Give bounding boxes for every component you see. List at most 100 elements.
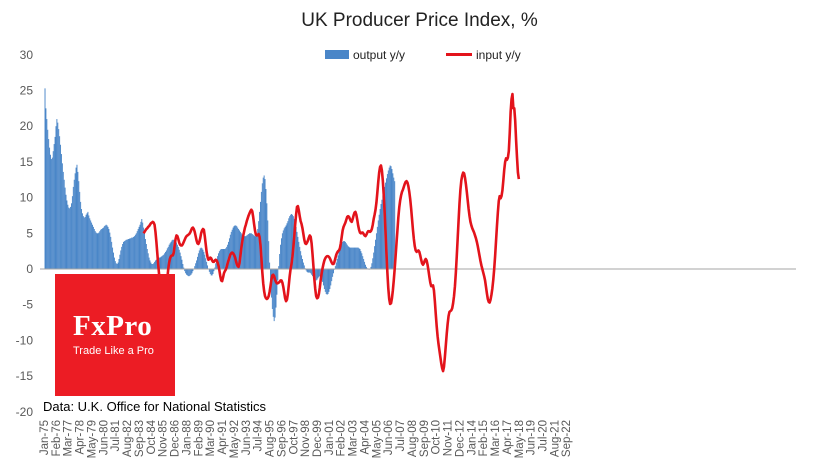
output-bar: [191, 269, 193, 274]
x-tick-label: Aug-95: [265, 420, 277, 457]
output-bar: [149, 260, 151, 269]
output-bar: [154, 261, 156, 269]
x-tick-label: May-79: [86, 420, 98, 458]
output-bar: [109, 232, 111, 269]
output-bar: [393, 177, 395, 269]
output-bar: [318, 269, 320, 277]
output-bar: [249, 233, 250, 269]
output-bar: [58, 129, 60, 269]
y-tick-label: 30: [20, 48, 34, 62]
output-bar: [391, 169, 393, 269]
y-axis: -20 -15 -10 -5 0 5 10 15 20 25 30: [16, 48, 34, 419]
output-bars: [44, 88, 396, 322]
output-bar: [63, 179, 65, 269]
output-bar: [390, 166, 392, 269]
output-bar: [208, 269, 210, 272]
output-bar: [281, 233, 283, 269]
output-bar: [77, 171, 79, 269]
output-bar: [50, 159, 52, 269]
output-bar: [344, 241, 345, 269]
output-bar: [245, 236, 247, 269]
output-bar: [52, 151, 54, 269]
output-bar: [243, 236, 245, 269]
output-bar: [116, 264, 118, 269]
output-bar: [138, 226, 140, 269]
output-bar: [59, 136, 61, 269]
output-bar: [201, 248, 203, 269]
output-bar: [207, 265, 208, 269]
output-bar: [344, 241, 346, 269]
x-tick-label: Aug-08: [407, 420, 419, 457]
output-bar: [260, 201, 261, 269]
x-tick-label: Dec-86: [170, 420, 182, 457]
output-bar: [298, 241, 300, 269]
output-bar: [97, 233, 99, 269]
output-bar: [238, 229, 240, 269]
output-bar: [386, 178, 387, 269]
output-bar: [323, 269, 325, 289]
output-bar: [54, 136, 56, 269]
output-bar: [73, 179, 75, 269]
output-bar: [365, 266, 367, 269]
output-bar: [79, 191, 81, 269]
output-bar: [90, 220, 92, 269]
output-bar: [288, 218, 290, 269]
output-bar: [272, 269, 274, 317]
output-bar: [342, 241, 344, 269]
output-bar: [106, 225, 108, 269]
output-bar: [332, 269, 334, 277]
output-bar: [195, 263, 197, 269]
x-tick-label: Jan-14: [466, 419, 478, 455]
output-bar: [202, 249, 204, 269]
output-bar: [284, 226, 286, 269]
output-bar: [357, 247, 359, 269]
output-bar: [165, 251, 167, 269]
x-tick-label: Jul-20: [538, 420, 550, 451]
output-bar: [75, 167, 77, 269]
output-bar: [300, 251, 302, 269]
output-bar: [319, 269, 321, 277]
output-bar: [218, 251, 220, 269]
output-bar: [327, 269, 329, 294]
output-bar: [356, 247, 358, 269]
output-bar: [324, 269, 326, 292]
output-bar: [179, 252, 181, 269]
output-bar: [264, 179, 266, 269]
output-bar: [143, 227, 145, 269]
output-bar: [48, 139, 50, 269]
output-bar: [335, 262, 337, 269]
output-bar: [70, 206, 72, 269]
output-bar: [139, 224, 141, 269]
output-bar: [280, 244, 282, 269]
output-bar: [375, 239, 376, 269]
output-bar: [189, 269, 191, 276]
output-bar: [378, 214, 380, 269]
output-bar: [85, 214, 87, 269]
x-tick-label: Jun-06: [383, 420, 395, 455]
output-bar: [120, 250, 122, 269]
output-bar: [346, 244, 348, 269]
x-tick-label: Nov-85: [158, 420, 170, 457]
output-bar: [145, 244, 147, 269]
output-bar: [278, 266, 280, 269]
output-bar: [180, 256, 182, 269]
output-bar: [115, 263, 117, 269]
output-bar: [84, 216, 86, 269]
output-bar: [196, 260, 198, 269]
output-bar: [352, 247, 354, 269]
output-bar: [216, 259, 218, 269]
output-bar: [151, 264, 153, 269]
output-bar: [181, 259, 183, 269]
x-tick-label: Apr-17: [502, 420, 514, 455]
output-bar: [214, 267, 216, 269]
output-bar: [225, 248, 227, 269]
output-bar: [166, 248, 168, 269]
x-tick-label: Apr-78: [75, 420, 87, 455]
output-bar: [133, 236, 135, 269]
output-bar: [140, 221, 142, 269]
output-bar: [237, 227, 239, 269]
output-bar: [161, 256, 163, 269]
output-bar: [57, 122, 59, 269]
output-bar: [107, 226, 109, 269]
output-bar: [364, 261, 366, 269]
